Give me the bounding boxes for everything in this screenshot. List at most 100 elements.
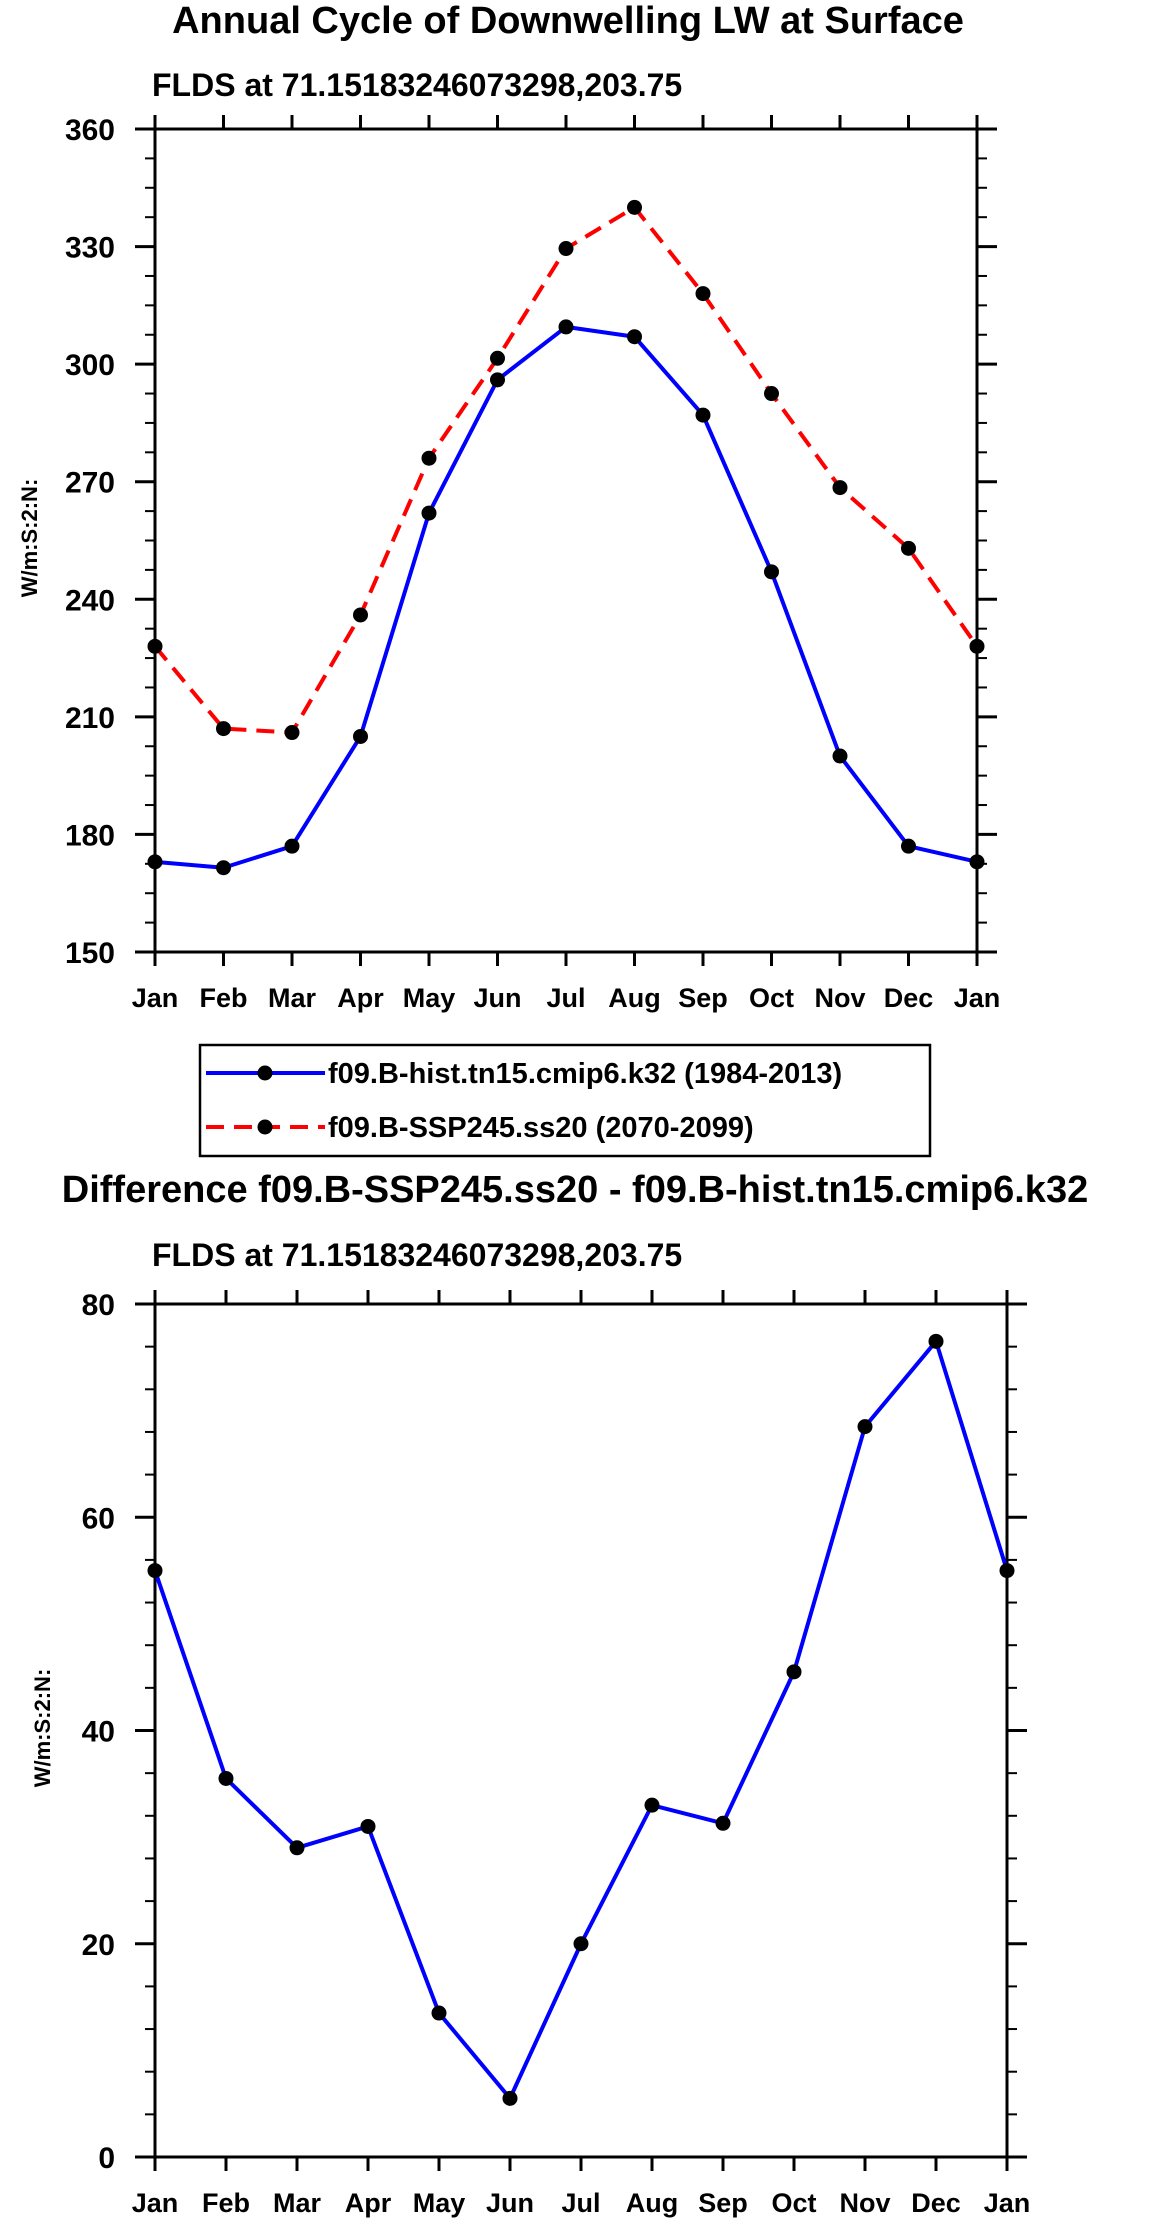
x-tick-label: Sep bbox=[678, 983, 728, 1013]
x-tick-label: Feb bbox=[199, 983, 247, 1013]
chart-1-legend: f09.B-hist.tn15.cmip6.k32 (1984-2013) f09… bbox=[198, 1043, 932, 1158]
difference-chart: Difference f09.B-SSP245.ss20 - f09.B-his… bbox=[30, 1169, 1088, 2218]
data-point bbox=[147, 854, 163, 870]
data-point bbox=[999, 1563, 1015, 1579]
data-point bbox=[558, 319, 574, 335]
x-tick-label: Nov bbox=[839, 2188, 890, 2218]
x-tick-label: Nov bbox=[814, 983, 865, 1013]
x-tick-label: Jan bbox=[954, 983, 1001, 1013]
x-tick-label: Apr bbox=[337, 983, 384, 1013]
data-point bbox=[644, 1797, 660, 1813]
main-title: Annual Cycle of Downwelling LW at Surfac… bbox=[172, 0, 964, 42]
data-point bbox=[928, 1333, 944, 1349]
data-point bbox=[764, 386, 779, 402]
y-tick-label: 0 bbox=[98, 2142, 115, 2175]
data-point bbox=[216, 721, 231, 737]
data-point bbox=[901, 838, 916, 854]
y-tick-label: 330 bbox=[65, 232, 115, 265]
series-line bbox=[153, 205, 979, 735]
data-point bbox=[289, 1840, 305, 1856]
y-tick-label: 270 bbox=[65, 467, 115, 500]
series-line bbox=[154, 324, 978, 870]
data-point bbox=[353, 728, 368, 744]
data-point bbox=[786, 1664, 802, 1680]
data-point bbox=[490, 372, 505, 388]
data-point bbox=[431, 2005, 447, 2021]
x-tick-label: Jan bbox=[132, 983, 179, 1013]
x-tick-label: Jun bbox=[486, 2188, 534, 2218]
y-tick-label: 180 bbox=[65, 819, 115, 852]
y-tick-label: 150 bbox=[65, 937, 115, 970]
x-tick-label: Jan bbox=[984, 2188, 1031, 2218]
data-point bbox=[832, 748, 848, 764]
x-tick-label: Dec bbox=[884, 983, 934, 1013]
chart-1-axes: 150 180 210 240 270 300 330 360 Jan Feb Mar Apr May J… bbox=[65, 114, 1000, 1013]
chart-1-series bbox=[147, 199, 985, 876]
x-tick-label: Aug bbox=[608, 983, 660, 1013]
legend-box bbox=[198, 1043, 932, 1158]
chart-2-series bbox=[147, 1333, 1015, 2106]
x-tick-label: Oct bbox=[771, 2188, 816, 2218]
x-tick-label: Apr bbox=[345, 2188, 392, 2218]
plot-frame bbox=[153, 1302, 1009, 2159]
chart-2-axes: 0 20 40 60 80 Jan Feb Mar Apr May Jun Jul Aug Sep Oct N… bbox=[82, 1289, 1031, 2218]
x-tick-label: Feb bbox=[202, 2188, 250, 2218]
data-point bbox=[284, 725, 300, 741]
data-point bbox=[218, 1770, 234, 1786]
series-line bbox=[153, 1339, 1009, 2101]
x-tick-label: May bbox=[403, 983, 456, 1013]
data-point bbox=[147, 1563, 163, 1579]
data-point bbox=[502, 2090, 518, 2106]
x-tick-label: Sep bbox=[698, 2188, 748, 2218]
chart-2-title: Difference f09.B-SSP245.ss20 - f09.B-his… bbox=[62, 1169, 1088, 1211]
data-point bbox=[284, 838, 300, 854]
legend-label: f09.B-SSP245.ss20 (2070-2099) bbox=[328, 1112, 754, 1144]
x-tick-label: Jun bbox=[473, 983, 521, 1013]
y-tick-label: 210 bbox=[65, 702, 115, 735]
data-point bbox=[147, 638, 163, 654]
x-tick-label: Jul bbox=[546, 983, 585, 1013]
data-point bbox=[353, 607, 368, 623]
annual-cycle-chart: FLDS at 71.15183246073298,203.75 W/m:S:2… bbox=[17, 67, 1000, 1158]
x-tick-label: Mar bbox=[268, 983, 317, 1013]
data-point bbox=[857, 1419, 873, 1435]
data-point bbox=[715, 1815, 731, 1831]
y-tick-label: 60 bbox=[82, 1502, 115, 1535]
data-point bbox=[969, 854, 985, 870]
x-tick-label: May bbox=[413, 2188, 466, 2218]
data-point bbox=[969, 638, 985, 654]
chart-2-subtitle: FLDS at 71.15183246073298,203.75 bbox=[152, 1237, 682, 1273]
data-point bbox=[695, 286, 711, 302]
y-tick-label: 360 bbox=[65, 114, 115, 147]
data-point bbox=[832, 480, 848, 496]
x-tick-label: Aug bbox=[626, 2188, 678, 2218]
data-point bbox=[558, 241, 574, 257]
legend-marker bbox=[257, 1065, 273, 1081]
chart-1-y-axis-label: W/m:S:2:N: bbox=[17, 479, 42, 598]
y-tick-label: 20 bbox=[82, 1929, 115, 1962]
y-tick-label: 40 bbox=[82, 1716, 115, 1749]
data-point bbox=[695, 407, 711, 423]
data-point bbox=[216, 860, 231, 876]
x-tick-label: Oct bbox=[749, 983, 794, 1013]
data-point bbox=[627, 329, 642, 345]
data-point bbox=[490, 350, 505, 366]
x-tick-label: Jul bbox=[561, 2188, 600, 2218]
data-point bbox=[573, 1936, 589, 1952]
data-point bbox=[627, 199, 642, 215]
legend-marker bbox=[257, 1119, 273, 1135]
y-tick-label: 240 bbox=[65, 584, 115, 617]
y-tick-label: 300 bbox=[65, 349, 115, 382]
data-point bbox=[764, 564, 779, 580]
legend-label: f09.B-hist.tn15.cmip6.k32 (1984-2013) bbox=[328, 1058, 842, 1090]
x-tick-label: Dec bbox=[911, 2188, 961, 2218]
data-point bbox=[421, 505, 437, 521]
chart-2-y-axis-label: W/m:S:2:N: bbox=[30, 1669, 55, 1788]
data-point bbox=[360, 1818, 376, 1834]
y-tick-label: 80 bbox=[82, 1289, 115, 1322]
data-point bbox=[421, 450, 437, 466]
chart-1-subtitle: FLDS at 71.15183246073298,203.75 bbox=[152, 67, 682, 103]
x-tick-label: Mar bbox=[273, 2188, 322, 2218]
x-tick-label: Jan bbox=[132, 2188, 179, 2218]
